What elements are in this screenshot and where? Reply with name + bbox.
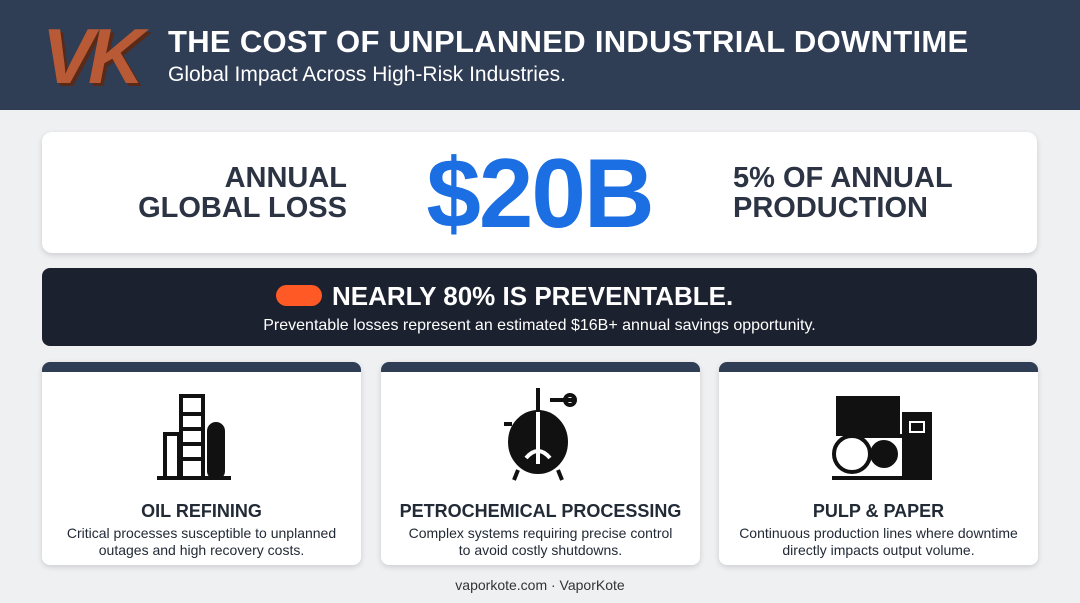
header: VK THE COST OF UNPLANNED INDUSTRIAL DOWN… (0, 0, 1080, 110)
logo: VK (42, 12, 144, 100)
label-line: GLOBAL LOSS (138, 192, 347, 224)
banner-headline: NEARLY 80% IS PREVENTABLE. (332, 281, 734, 311)
line: Continuous production lines where downti… (739, 525, 1018, 541)
line: to avoid costly shutdowns. (458, 542, 623, 558)
card-title: PULP & PAPER (812, 501, 945, 521)
footer: vaporkote.com · VaporKote (455, 577, 625, 593)
icon-reactor (504, 388, 577, 481)
line: Complex systems requiring precise contro… (408, 525, 673, 541)
stat-card: ANNUAL GLOBAL LOSS $20B 5% OF ANNUAL PRO… (42, 132, 1037, 253)
card-title: OIL REFINING (141, 501, 262, 521)
label-line: PRODUCTION (733, 192, 928, 224)
icon-paper-machine (832, 396, 932, 480)
card-description: Complex systems requiring precise contro… (381, 525, 700, 559)
icon-refinery (157, 394, 231, 480)
stat-left-label: ANNUAL GLOBAL LOSS (138, 163, 347, 223)
line: directly impacts output volume. (782, 542, 975, 558)
stat-right-label: 5% OF ANNUAL PRODUCTION (733, 163, 953, 223)
card-title: PETROCHEMICAL PROCESSING (399, 501, 682, 521)
card-description: Critical processes susceptible to unplan… (42, 525, 361, 559)
label-line: 5% OF ANNUAL (733, 162, 953, 194)
subtitle: Global Impact Across High-Risk Industrie… (168, 63, 566, 86)
stat-value: $20B (426, 138, 654, 248)
card: PETROCHEMICAL PROCESSING Complex systems… (381, 362, 700, 565)
line: Critical processes susceptible to unplan… (66, 525, 337, 541)
card: OIL REFINING Critical processes suscepti… (42, 362, 361, 565)
label-line: ANNUAL (224, 162, 347, 194)
pill (276, 285, 322, 306)
banner-text: Preventable losses represent an estimate… (263, 317, 816, 334)
banner: NEARLY 80% IS PREVENTABLE. Preventable l… (42, 268, 1037, 346)
card: PULP & PAPER Continuous production lines… (719, 362, 1038, 565)
line: outages and high recovery costs. (98, 542, 305, 558)
card-description: Continuous production lines where downti… (719, 525, 1038, 559)
title: THE COST OF UNPLANNED INDUSTRIAL DOWNTIM… (168, 24, 969, 59)
